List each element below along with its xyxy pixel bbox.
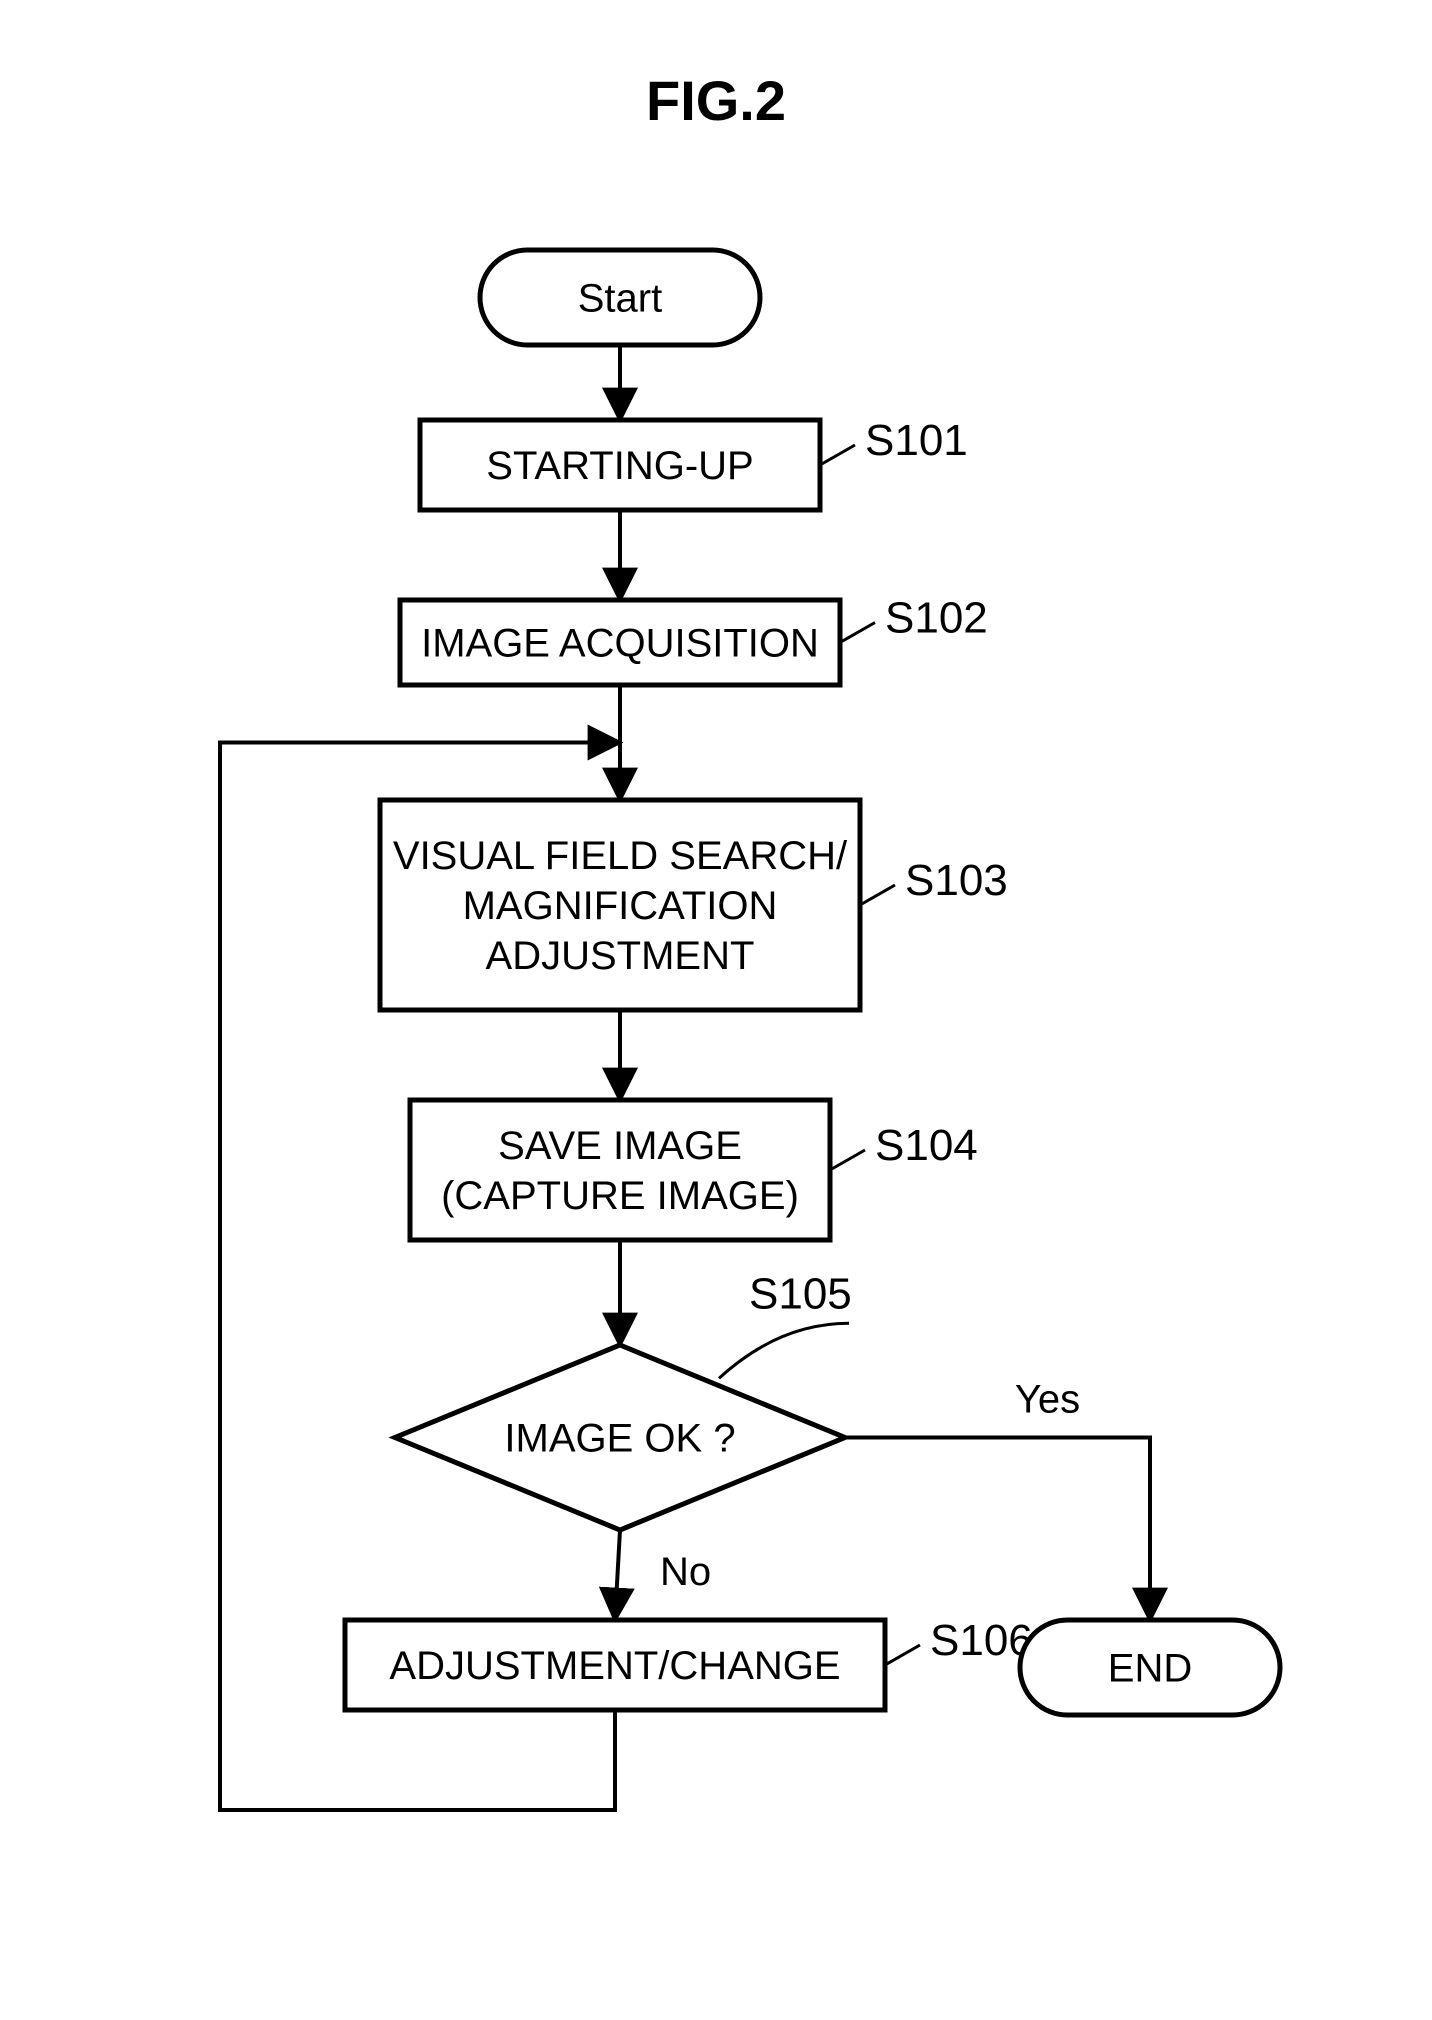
figure-title: FIG.2: [646, 69, 786, 132]
s104-process: [410, 1100, 830, 1240]
edge-label-no: No: [660, 1550, 711, 1594]
s105-label-tick: [719, 1323, 849, 1378]
s101-text: STARTING-UP: [486, 444, 753, 488]
s103-text: MAGNIFICATION: [463, 884, 778, 928]
s102-text: IMAGE ACQUISITION: [421, 622, 819, 666]
s102-label: S102: [885, 594, 988, 643]
s106-label-tick: [885, 1645, 920, 1665]
s102-label-tick: [840, 623, 875, 643]
s103-text: VISUAL FIELD SEARCH/: [393, 834, 848, 878]
flow-edge: [845, 1438, 1150, 1621]
s105-label: S105: [749, 1269, 852, 1318]
end-text: END: [1108, 1647, 1192, 1691]
start-text: Start: [578, 277, 662, 321]
s106-label: S106: [930, 1616, 1033, 1665]
s105-text: IMAGE OK ?: [504, 1417, 735, 1461]
s104-text: (CAPTURE IMAGE): [441, 1174, 799, 1218]
edge-label-yes: Yes: [1015, 1378, 1080, 1422]
nodes-group: Start STARTING-UP S101 IMAGE ACQUISITION S10…: [345, 250, 1280, 1715]
s103-text: ADJUSTMENT: [486, 934, 755, 978]
s104-label: S104: [875, 1121, 978, 1170]
s104-label-tick: [830, 1150, 865, 1170]
flow-edge: [615, 1530, 620, 1620]
s104-text: SAVE IMAGE: [498, 1124, 742, 1168]
s101-label-tick: [820, 445, 855, 465]
s103-label-tick: [860, 885, 895, 905]
flowchart-svg: FIG.2 No Yes Start STARTING-UP S101 IMAGE ACQU…: [0, 0, 1432, 2020]
s106-text: ADJUSTMENT/CHANGE: [389, 1644, 840, 1688]
edges-group: No Yes: [220, 345, 1150, 1810]
s103-label: S103: [905, 856, 1008, 905]
s101-label: S101: [865, 416, 968, 465]
